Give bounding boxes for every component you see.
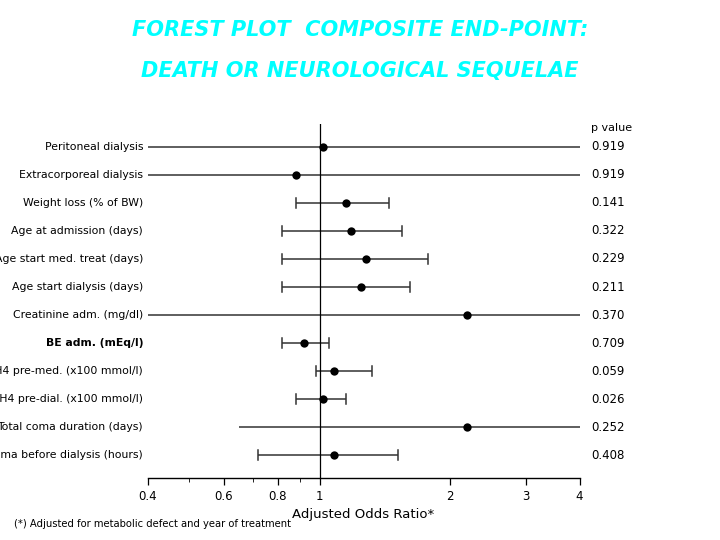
Text: 0.709: 0.709 (591, 336, 624, 350)
Text: Total coma duration (days): Total coma duration (days) (0, 422, 143, 433)
Text: 0.252: 0.252 (591, 421, 624, 434)
Text: Age at admission (days): Age at admission (days) (12, 226, 143, 236)
Text: 0.026: 0.026 (591, 393, 624, 406)
Text: p value: p value (591, 124, 632, 133)
Text: BE adm. (mEq/l): BE adm. (mEq/l) (45, 338, 143, 348)
Text: DEATH OR NEUROLOGICAL SEQUELAE: DEATH OR NEUROLOGICAL SEQUELAE (141, 61, 579, 81)
X-axis label: Adjusted Odds Ratio*: Adjusted Odds Ratio* (292, 508, 435, 521)
Text: 0.141: 0.141 (591, 197, 624, 210)
Text: 0.229: 0.229 (591, 252, 624, 266)
Text: 0.059: 0.059 (591, 364, 624, 377)
Text: Weight loss (% of BW): Weight loss (% of BW) (23, 198, 143, 208)
Text: 0.370: 0.370 (591, 308, 624, 322)
Text: 0.919: 0.919 (591, 140, 624, 153)
Text: Age start dialysis (days): Age start dialysis (days) (12, 282, 143, 292)
Text: NH4 pre-dial. (x100 mmol/l): NH4 pre-dial. (x100 mmol/l) (0, 394, 143, 404)
Text: Coma before dialysis (hours): Coma before dialysis (hours) (0, 450, 143, 461)
Text: 0.919: 0.919 (591, 168, 624, 181)
Text: Extracorporeal dialysis: Extracorporeal dialysis (19, 170, 143, 180)
Text: Peritoneal dialysis: Peritoneal dialysis (45, 141, 143, 152)
Text: NH4 pre-med. (x100 mmol/l): NH4 pre-med. (x100 mmol/l) (0, 366, 143, 376)
Text: 0.408: 0.408 (591, 449, 624, 462)
Text: Creatinine adm. (mg/dl): Creatinine adm. (mg/dl) (13, 310, 143, 320)
Text: FOREST PLOT  COMPOSITE END-POINT:: FOREST PLOT COMPOSITE END-POINT: (132, 20, 588, 40)
Text: 0.211: 0.211 (591, 280, 624, 294)
Text: (*) Adjusted for metabolic defect and year of treatment: (*) Adjusted for metabolic defect and ye… (14, 519, 292, 529)
Text: Age start med. treat (days): Age start med. treat (days) (0, 254, 143, 264)
Text: 0.322: 0.322 (591, 225, 624, 238)
